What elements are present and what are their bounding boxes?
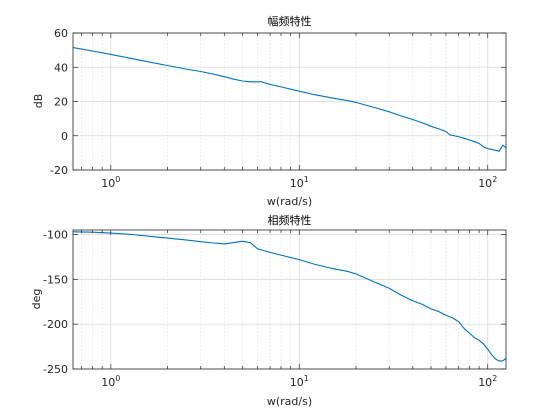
magnitude-ytick-label: 0 (61, 130, 68, 143)
phase-ylabel: deg (30, 289, 43, 310)
magnitude-ytick-label: 60 (54, 27, 68, 40)
phase-xtick-label: 100 (101, 374, 120, 389)
phase-series-line (72, 231, 507, 362)
magnitude-xlabel: w(rad/s) (267, 195, 312, 208)
magnitude-title: 幅频特性 (268, 14, 312, 28)
phase-title: 相频特性 (268, 213, 312, 227)
magnitude-xtick-label: 102 (478, 175, 497, 190)
phase-ticks: -250 -200 -150 -100 100 101 102 (43, 228, 506, 389)
phase-axes-box (72, 229, 507, 370)
phase-ytick-label: -100 (43, 228, 68, 241)
magnitude-ticks: -20 0 20 40 60 100 101 102 (50, 27, 506, 190)
phase-xlabel: w(rad/s) (267, 395, 312, 408)
phase-xtick-label: 101 (290, 374, 309, 389)
phase-xtick-label: 102 (478, 374, 497, 389)
phase-plot-area (73, 230, 506, 369)
phase-ytick-label: -250 (43, 363, 68, 376)
magnitude-series-line (72, 47, 507, 152)
magnitude-ytick-label: 20 (54, 96, 68, 109)
phase-ytick-label: -200 (43, 318, 68, 331)
magnitude-ylabel: dB (32, 94, 45, 109)
magnitude-plot: -20 0 20 40 60 100 101 102 幅频特性 w(rad/s) dB (32, 14, 507, 208)
magnitude-ytick-label: 40 (54, 61, 68, 74)
phase-ytick-label: -150 (43, 273, 68, 286)
magnitude-xtick-label: 100 (101, 175, 120, 190)
magnitude-ytick-label: -20 (50, 164, 68, 177)
magnitude-xtick-label: 101 (290, 175, 309, 190)
